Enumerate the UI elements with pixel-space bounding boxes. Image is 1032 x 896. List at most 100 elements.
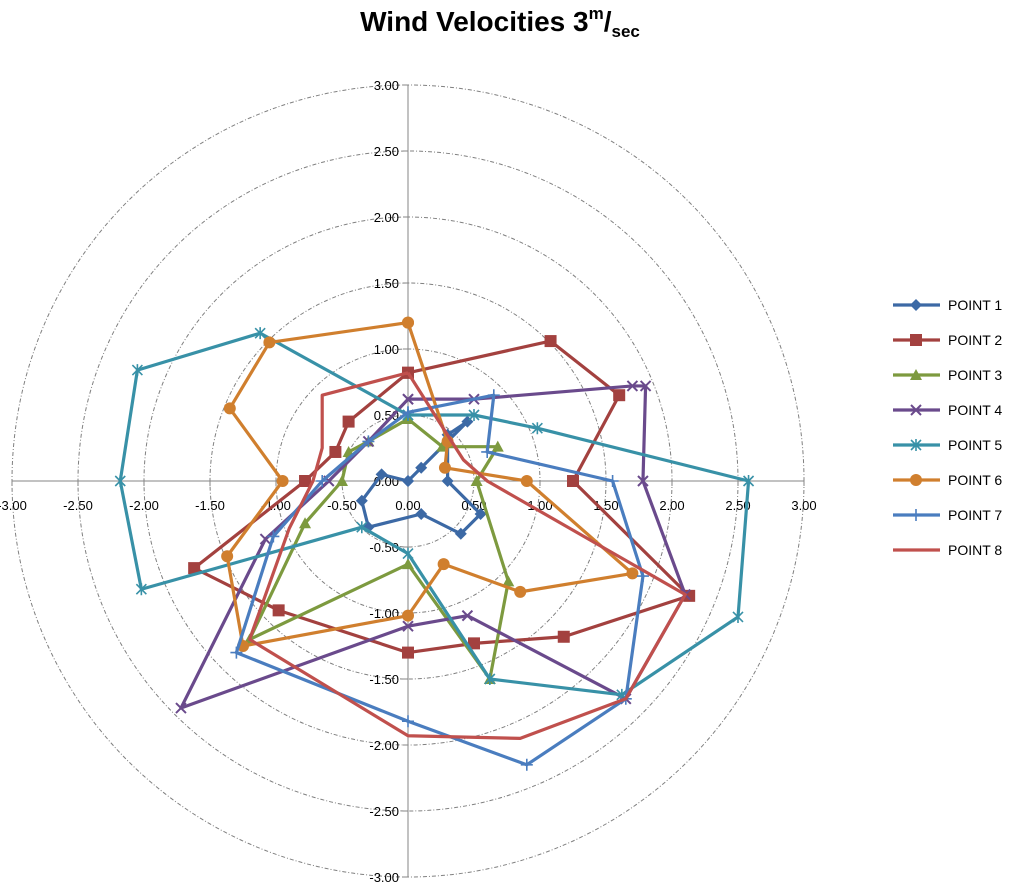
data-point xyxy=(487,389,500,402)
data-point xyxy=(336,475,348,486)
series-2 xyxy=(188,335,696,659)
data-point xyxy=(438,461,451,474)
y-tick-label: 0.50 xyxy=(374,408,399,423)
data-point xyxy=(299,475,312,487)
y-tick-label: -3.00 xyxy=(369,870,399,885)
data-point xyxy=(441,475,454,487)
data-point xyxy=(520,475,533,487)
legend-item-6: POINT 6 xyxy=(893,472,1002,488)
series-group xyxy=(114,316,755,771)
data-point xyxy=(626,380,639,392)
data-point xyxy=(230,646,243,659)
x-tick-label: 2.00 xyxy=(659,498,684,513)
legend-item-5: POINT 5 xyxy=(893,437,1002,453)
y-tick-label: 2.00 xyxy=(374,210,399,225)
x-tick-label: -3.00 xyxy=(0,498,27,513)
series-line xyxy=(118,331,751,697)
data-point xyxy=(557,630,570,643)
data-point xyxy=(402,393,414,405)
y-tick-label: -2.50 xyxy=(369,804,399,819)
data-point xyxy=(267,530,280,543)
legend-label: POINT 6 xyxy=(948,472,1002,488)
data-point xyxy=(131,364,143,377)
data-point xyxy=(221,550,234,563)
data-point xyxy=(356,521,368,534)
data-point xyxy=(468,637,480,650)
y-tick-label: 3.00 xyxy=(374,78,399,93)
legend: POINT 1 POINT 2 POINT 3 POINT 4 POINT 5 POINT… xyxy=(893,297,1002,558)
data-point xyxy=(531,422,543,435)
data-point xyxy=(375,468,388,481)
legend-label: POINT 5 xyxy=(948,437,1002,453)
data-point xyxy=(402,646,414,659)
legend-label: POINT 8 xyxy=(948,542,1002,558)
series-line xyxy=(248,371,687,741)
x-tick-label: 3.00 xyxy=(791,498,816,513)
series-8 xyxy=(248,371,687,741)
data-point xyxy=(316,475,329,487)
data-point xyxy=(437,558,450,571)
y-tick-label: 1.50 xyxy=(374,276,399,291)
title-superscript: m xyxy=(588,4,604,23)
data-point xyxy=(263,336,276,349)
data-point xyxy=(402,406,414,419)
y-tick-label: -1.50 xyxy=(369,672,399,687)
data-point xyxy=(299,517,312,529)
data-point xyxy=(402,609,414,622)
data-point xyxy=(613,389,626,402)
data-point xyxy=(491,440,504,452)
series-line xyxy=(225,321,635,648)
series-4 xyxy=(175,380,691,714)
title-slash: / xyxy=(603,6,612,37)
data-point xyxy=(454,527,467,540)
chart-title: Wind Velocities 3m/sec xyxy=(0,4,1000,41)
data-point xyxy=(637,475,649,487)
series-line xyxy=(179,384,687,710)
data-point xyxy=(223,402,236,415)
legend-label: POINT 1 xyxy=(948,297,1002,313)
data-point xyxy=(355,494,368,507)
x-tick-label: -0.50 xyxy=(327,498,357,513)
legend-label: POINT 4 xyxy=(948,402,1002,418)
legend-item-8: POINT 8 xyxy=(893,542,1002,558)
data-point xyxy=(910,299,922,311)
data-point xyxy=(626,567,639,580)
x-tick-label: 2.50 xyxy=(725,498,750,513)
data-point xyxy=(910,334,922,346)
data-point xyxy=(468,409,480,421)
data-point xyxy=(415,508,428,520)
x-tick-label: -2.50 xyxy=(63,498,93,513)
x-tick-label: -2.00 xyxy=(129,498,159,513)
legend-item-3: POINT 3 xyxy=(893,367,1002,383)
data-point xyxy=(188,562,201,575)
data-point xyxy=(742,475,755,487)
legend-label: POINT 2 xyxy=(948,332,1002,348)
legend-item-1: POINT 1 xyxy=(893,297,1002,313)
data-point xyxy=(402,620,414,632)
data-point xyxy=(362,435,375,448)
series-6 xyxy=(221,316,639,652)
title-main: Wind Velocities 3 xyxy=(360,6,589,37)
data-point xyxy=(484,673,496,685)
data-point xyxy=(470,475,483,486)
data-point xyxy=(639,380,652,392)
data-point xyxy=(402,558,414,570)
data-point xyxy=(544,335,557,348)
legend-item-7: POINT 7 xyxy=(893,507,1002,523)
data-point xyxy=(910,474,922,486)
series-line xyxy=(360,420,483,536)
data-point xyxy=(732,610,744,623)
data-point xyxy=(254,327,266,340)
data-point xyxy=(520,758,533,771)
data-point xyxy=(415,461,428,474)
data-point xyxy=(474,508,487,520)
data-point xyxy=(402,715,414,728)
data-point xyxy=(910,369,922,380)
data-point xyxy=(342,415,355,428)
data-point xyxy=(402,475,414,487)
y-tick-label: 2.50 xyxy=(374,144,399,159)
legend-label: POINT 7 xyxy=(948,507,1002,523)
data-point xyxy=(514,585,527,598)
y-tick-label: -2.00 xyxy=(369,738,399,753)
data-point xyxy=(175,702,187,714)
